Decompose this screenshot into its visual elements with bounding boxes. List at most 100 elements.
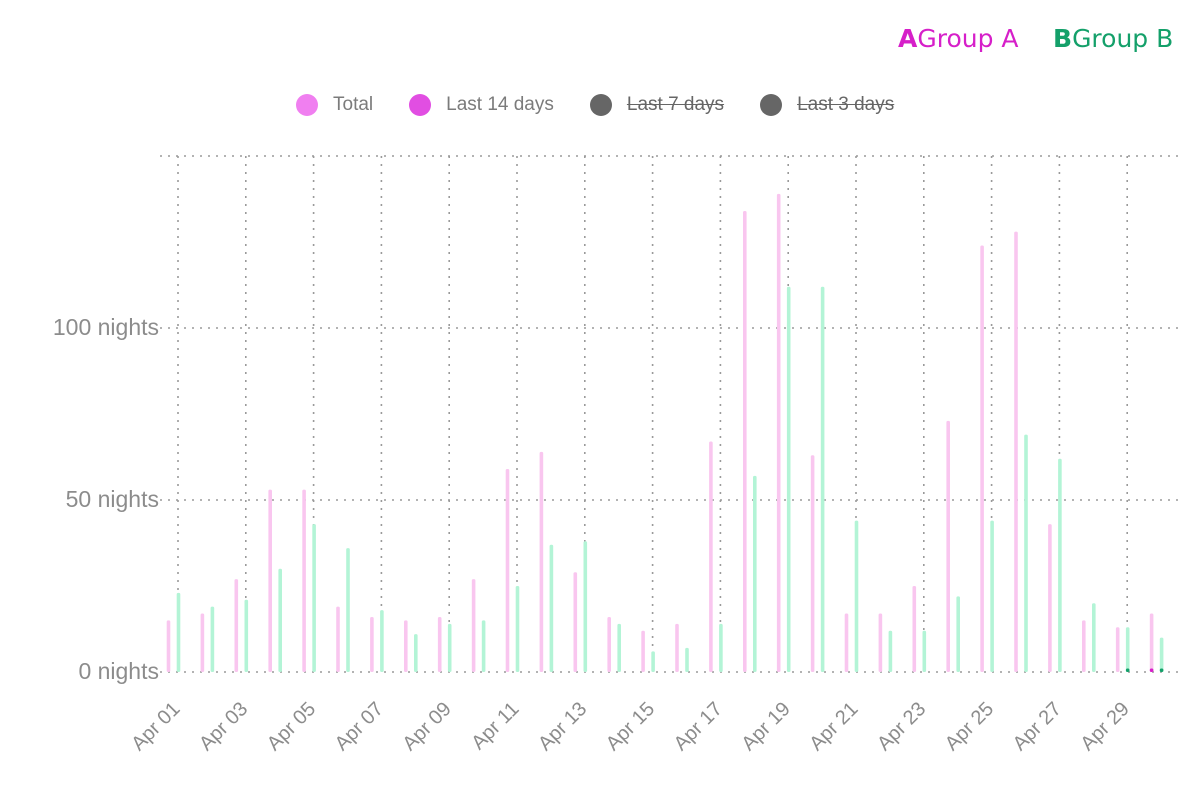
bar-a-total-apr-08 [404, 620, 408, 672]
x-tick-label: Apr 01 [127, 698, 184, 755]
bar-a-total-apr-10 [471, 579, 476, 672]
bar-a-total-apr-24 [946, 420, 950, 672]
bar-a-total-apr-18 [743, 211, 747, 673]
legend-label-total: Total [333, 94, 374, 115]
bar-a-total-apr-15 [641, 630, 645, 672]
bar-a-total-apr-25 [980, 245, 984, 672]
legend-dot-last-3-days [760, 94, 783, 116]
bar-a-total-apr-04 [268, 489, 272, 672]
bar-b-total-apr-03 [244, 599, 249, 672]
y-tick-label: 100 nights [53, 314, 159, 340]
legend-item-last-7-days[interactable]: Last 7 days [589, 94, 724, 116]
bar-b-total-apr-14 [617, 623, 621, 672]
bar-b-total-apr-17 [719, 623, 723, 672]
bar-b-total-apr-28 [1092, 603, 1096, 672]
group-a-key: A Group A [898, 24, 1019, 53]
x-tick-label: Apr 25 [941, 698, 998, 755]
bar-a-total-apr-01 [166, 620, 171, 672]
bar-b-total-apr-02 [210, 606, 215, 672]
bar-a-total-apr-19 [776, 193, 781, 672]
bar-b-total-apr-30 [1159, 637, 1164, 672]
bar-b-total-apr-13 [583, 541, 588, 672]
legend-label-last-3-days: Last 3 days [797, 94, 895, 115]
bar-a-total-apr-02 [200, 613, 205, 672]
bar-a-total-apr-21 [844, 613, 849, 672]
x-tick-label: Apr 19 [738, 698, 795, 755]
bar-a-last-14-days-apr-30 [1149, 668, 1154, 672]
legend: Total Last 14 days Last 7 days Last 3 da… [296, 94, 930, 116]
bar-b-total-apr-23 [922, 630, 927, 672]
bar-b-total-apr-10 [481, 620, 486, 672]
bar-b-total-apr-29 [1125, 627, 1130, 672]
bar-b-total-apr-18 [753, 475, 757, 672]
bar-b-total-apr-20 [820, 286, 825, 672]
bar-b-total-apr-16 [685, 647, 689, 672]
x-tick-label: Apr 13 [534, 698, 591, 755]
bar-b-total-apr-15 [651, 651, 655, 672]
bar-a-total-apr-13 [573, 572, 578, 672]
x-tick-label: Apr 11 [467, 698, 523, 754]
bar-a-total-apr-17 [709, 441, 713, 672]
legend-item-last-14-days[interactable]: Last 14 days [409, 94, 554, 116]
group-a-letter: A [898, 24, 918, 53]
legend-label-last-14-days: Last 14 days [446, 94, 554, 115]
x-tick-label: Apr 21 [805, 698, 862, 755]
bar-b-total-apr-05 [312, 524, 316, 672]
x-tick-label: Apr 05 [263, 698, 320, 755]
bar-a-total-apr-03 [234, 579, 239, 672]
bar-b-total-apr-11 [515, 586, 520, 672]
x-tick-label: Apr 27 [1009, 698, 1066, 755]
bar-a-total-apr-26 [1014, 231, 1018, 672]
bar-a-total-apr-30 [1149, 613, 1154, 672]
bar-a-total-apr-22 [878, 613, 883, 672]
legend-dot-total [296, 94, 318, 116]
bar-b-total-apr-04 [278, 568, 282, 672]
bar-a-total-apr-27 [1048, 524, 1052, 672]
bar-a-total-apr-11 [505, 469, 510, 672]
x-tick-label: Apr 07 [331, 698, 388, 755]
legend-dot-last-7-days [589, 94, 612, 116]
bar-a-total-apr-14 [607, 616, 611, 672]
bar-a-total-apr-29 [1115, 627, 1120, 672]
bar-a-total-apr-05 [302, 489, 306, 672]
bar-a-total-apr-20 [810, 455, 815, 672]
bar-b-total-apr-22 [888, 630, 893, 672]
group-b-name: Group B [1072, 24, 1174, 53]
group-b-key: B Group B [1053, 24, 1173, 53]
bar-b-total-apr-24 [956, 596, 960, 672]
bar-b-total-apr-01 [176, 592, 181, 672]
bar-b-total-apr-25 [990, 520, 994, 672]
x-tick-label: Apr 03 [195, 698, 252, 755]
bar-b-total-apr-07 [380, 610, 384, 672]
bar-a-total-apr-23 [912, 586, 917, 672]
bar-b-total-apr-08 [414, 634, 418, 672]
x-tick-label: Apr 15 [602, 698, 659, 755]
bar-a-total-apr-09 [437, 616, 442, 672]
bar-b-total-apr-19 [786, 286, 791, 672]
bar-b-last-14-days-apr-30 [1159, 668, 1164, 672]
bar-b-total-apr-09 [447, 623, 452, 672]
bar-b-total-apr-12 [549, 544, 554, 672]
legend-item-last-3-days[interactable]: Last 3 days [760, 94, 894, 116]
group-b-letter: B [1053, 24, 1073, 53]
bar-a-total-apr-16 [675, 623, 679, 672]
bar-a-total-apr-06 [336, 606, 340, 672]
bar-a-total-apr-28 [1082, 620, 1086, 672]
bar-b-total-apr-26 [1024, 434, 1028, 672]
legend-item-total[interactable]: Total [296, 94, 373, 116]
bar-b-total-apr-27 [1058, 458, 1062, 672]
legend-dot-last-14-days [409, 94, 432, 116]
bar-b-total-apr-06 [346, 548, 350, 672]
x-tick-label: Apr 23 [873, 698, 930, 755]
y-tick-label: 0 nights [78, 658, 159, 684]
bar-b-last-14-days-apr-29 [1125, 668, 1130, 672]
bar-a-total-apr-07 [370, 616, 374, 672]
group-a-name: Group A [917, 24, 1019, 53]
bar-a-total-apr-12 [539, 451, 544, 672]
bar-b-total-apr-21 [854, 520, 859, 672]
x-tick-label: Apr 09 [399, 698, 456, 755]
x-tick-label: Apr 17 [670, 698, 727, 755]
y-tick-label: 50 nights [66, 486, 159, 512]
